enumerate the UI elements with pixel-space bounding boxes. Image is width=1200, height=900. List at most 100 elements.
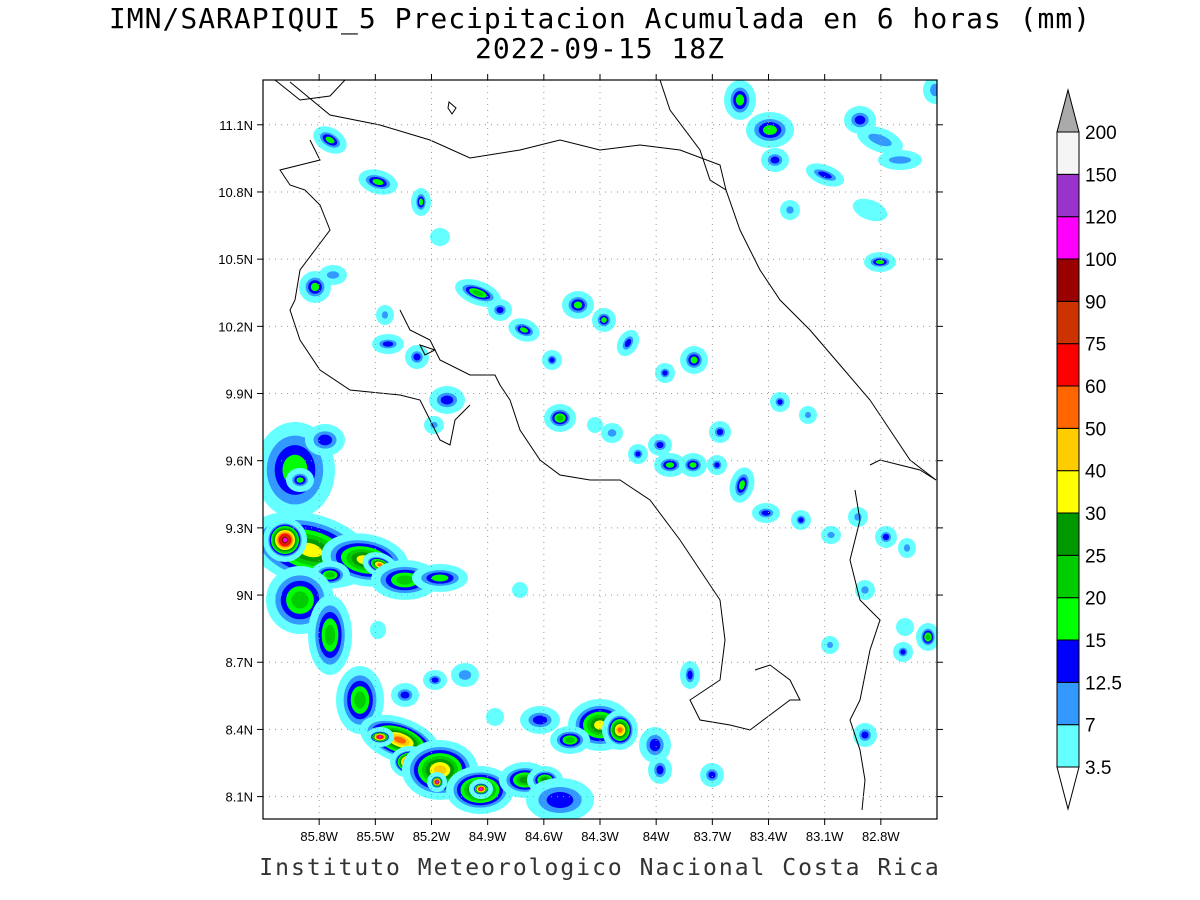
lat-tick-label: 8.7N: [226, 655, 253, 670]
map-subtitle: 2022-09-15 18Z: [474, 32, 725, 65]
precip-contour: [573, 301, 583, 309]
lat-tick-label: 11.1N: [219, 118, 253, 133]
precip-contour: [804, 411, 812, 419]
precip-contour: [382, 341, 394, 347]
lon-tick-label: 83.7W: [694, 829, 732, 844]
precip-contour: [296, 477, 304, 483]
colorbar-swatch: [1056, 173, 1080, 218]
precip-contour: [486, 708, 504, 726]
precip-contour: [852, 198, 888, 222]
precip-contour: [716, 428, 724, 436]
lat-tick-label: 10.8N: [218, 185, 253, 200]
lon-tick-label: 84W: [643, 829, 670, 844]
colorbar-level-label: 12.5: [1085, 673, 1122, 694]
precip-contour: [861, 586, 869, 594]
colorbar-level-label: 150: [1085, 165, 1117, 186]
precip-contour: [496, 306, 504, 314]
caribbean-coast: [659, 80, 937, 481]
colorbar-level-label: 75: [1085, 335, 1106, 356]
precip-contour: [635, 451, 641, 457]
precip-contour: [854, 513, 862, 521]
graticule: [263, 80, 937, 819]
colorbar-level-label: 50: [1085, 419, 1106, 440]
colorbar-swatch: [1056, 427, 1080, 472]
precip-contour: [310, 282, 320, 292]
precip-contour: [324, 624, 336, 646]
lat-tick-label: 8.1N: [226, 790, 253, 805]
colorbar-level-label: 90: [1085, 292, 1106, 313]
precip-contour: [532, 715, 548, 725]
precip-contour: [418, 198, 424, 206]
colorbar-swatch: [1056, 681, 1080, 726]
precip-contour: [617, 727, 623, 733]
precip-contour: [400, 691, 410, 699]
precip-contour: [325, 572, 335, 578]
lon-tick-label: 84.9W: [469, 829, 507, 844]
precip-contour: [587, 417, 603, 433]
precip-contour: [930, 83, 937, 97]
precip-contour: [662, 370, 668, 376]
lat-tick-label: 9.3N: [226, 521, 253, 536]
lon-tick-label: 82.8W: [862, 829, 900, 844]
precip-contour: [413, 353, 421, 361]
colorbar-swatch: [1056, 512, 1080, 556]
lon-tick-label: 85.5W: [357, 829, 395, 844]
colorbar-under-arrow: [1056, 766, 1080, 811]
colorbar-swatch: [1056, 258, 1080, 302]
precip-contour: [925, 634, 931, 640]
precip-contour: [739, 480, 745, 490]
precip-contour: [396, 575, 414, 585]
colorbar-level-label: 25: [1085, 546, 1106, 567]
colorbar-swatch: [1056, 597, 1080, 641]
lon-tick-label: 85.8W: [300, 829, 338, 844]
precip-contour: [546, 792, 574, 808]
burica-peninsula: [849, 699, 866, 811]
precip-contour: [556, 415, 564, 421]
lat-tick-label: 10.2N: [218, 319, 253, 334]
lake-nicaragua-shore: [274, 80, 346, 101]
colorbar-level-label: 3.5: [1085, 758, 1111, 779]
precip-contour: [882, 533, 890, 541]
precip-contour: [607, 429, 617, 437]
lon-tick-label: 83.4W: [750, 829, 788, 844]
colorbar-level-label: 120: [1085, 208, 1117, 229]
precip-contour: [761, 510, 771, 516]
precip-contour: [431, 677, 439, 683]
axis-ticks: 11.1N 10.8N 10.5N 10.2N 9.9N 9.6N 9.3N 9N 8.7N 8.…: [218, 74, 943, 844]
precip-contour: [687, 670, 693, 680]
precip-contour: [435, 780, 439, 784]
footer-credit: Instituto Meteorologico Nacional Costa R…: [259, 855, 941, 881]
precip-contour: [601, 317, 607, 323]
colorbar-over-arrow: [1056, 88, 1080, 133]
precip-contour: [431, 574, 449, 582]
precip-contour: [381, 311, 389, 319]
colorbar-swatch: [1056, 216, 1080, 260]
lat-tick-label: 8.4N: [226, 722, 253, 737]
lon-tick-label: 84.6W: [525, 829, 563, 844]
precip-contour: [798, 517, 804, 523]
colorbar-level-label: 100: [1085, 250, 1117, 271]
precip-contour: [624, 338, 632, 348]
precip-contour: [512, 582, 528, 598]
colorbar-swatch: [1056, 343, 1080, 387]
colorbar-level-label: 60: [1085, 377, 1106, 398]
precip-contour: [903, 544, 911, 552]
precip-contour: [372, 178, 384, 186]
colorbar-swatch: [1056, 300, 1080, 345]
precip-contour: [549, 357, 555, 363]
precip-contour: [656, 441, 664, 449]
precip-contour: [458, 670, 472, 680]
lake-island: [447, 101, 457, 115]
precip-contour: [472, 290, 484, 296]
lat-tick-label: 9.9N: [226, 387, 253, 402]
precip-contour: [282, 537, 288, 543]
precip-contour: [690, 356, 698, 364]
colorbar-swatch: [1056, 470, 1080, 514]
osa-peninsula: [689, 664, 801, 731]
precip-contour: [354, 691, 366, 709]
colorbar-level-label: 20: [1085, 589, 1106, 610]
precipitation-field: [263, 80, 937, 819]
precip-contour: [565, 737, 575, 743]
precip-contour: [818, 171, 832, 179]
nicaragua-border: [289, 81, 727, 191]
